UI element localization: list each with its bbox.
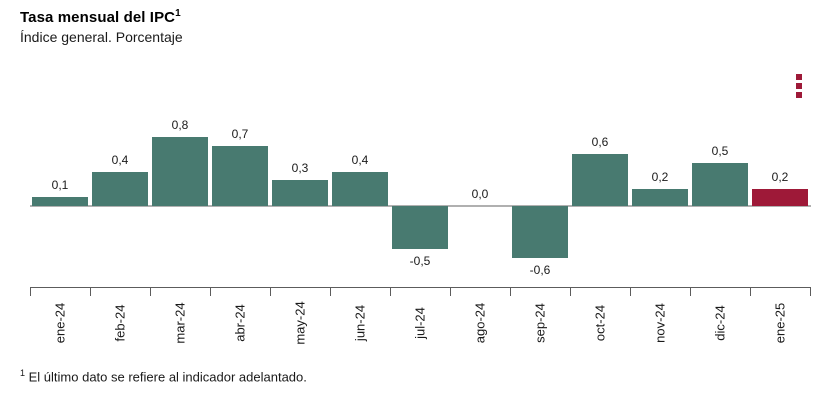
bar-mar-24[interactable] xyxy=(152,137,208,206)
axis-tick xyxy=(270,287,271,296)
value-label-mar-24: 0,8 xyxy=(171,118,189,132)
value-label-may-24: 0,3 xyxy=(291,161,309,175)
x-axis-label-ene-25: ene-25 xyxy=(772,302,788,344)
x-axis-label-jun-24: jun-24 xyxy=(352,304,368,342)
bar-dic-24[interactable] xyxy=(692,163,748,206)
x-axis-label-ene-24: ene-24 xyxy=(52,302,68,344)
bar-feb-24[interactable] xyxy=(92,172,148,206)
footnote: 1 El último dato se refiere al indicador… xyxy=(20,368,307,384)
x-axis-line xyxy=(30,287,811,288)
axis-tick xyxy=(390,287,391,296)
x-axis-label-sep-24: sep-24 xyxy=(532,303,548,343)
value-label-oct-24: 0,6 xyxy=(591,135,609,149)
x-axis-label-mar-24: mar-24 xyxy=(172,302,188,344)
axis-tick xyxy=(330,287,331,296)
value-label-jun-24: 0,4 xyxy=(351,153,369,167)
title-footnote-marker: 1 xyxy=(175,8,181,19)
kebab-dot xyxy=(796,74,802,80)
x-axis-label-feb-24: feb-24 xyxy=(112,304,128,342)
page-title-text: Tasa mensual del IPC xyxy=(20,9,176,26)
value-label-abr-24: 0,7 xyxy=(231,127,249,141)
axis-tick xyxy=(690,287,691,296)
chart-subtitle: Índice general. Porcentaje xyxy=(20,29,183,45)
value-label-feb-24: 0,4 xyxy=(111,153,129,167)
x-axis-label-nov-24: nov-24 xyxy=(652,303,668,343)
bar-oct-24[interactable] xyxy=(572,154,628,206)
axis-tick xyxy=(450,287,451,296)
axis-tick xyxy=(150,287,151,296)
bar-ene-25[interactable] xyxy=(752,189,808,206)
bar-abr-24[interactable] xyxy=(212,146,268,206)
bar-chart: 0,1 ene-24 0,4 feb-24 0,8 mar-24 0,7 abr-24 0,3 m… xyxy=(30,118,811,345)
value-label-ago-24: 0,0 xyxy=(471,187,489,201)
value-label-sep-24: -0,6 xyxy=(529,263,551,277)
value-label-dic-24: 0,5 xyxy=(711,144,729,158)
x-axis-label-may-24: may-24 xyxy=(292,301,308,345)
bar-sep-24[interactable] xyxy=(512,206,568,258)
footnote-marker: 1 xyxy=(20,368,26,378)
x-axis-label-jul-24: jul-24 xyxy=(412,307,428,339)
bar-nov-24[interactable] xyxy=(632,189,688,206)
x-axis-label-ago-24: ago-24 xyxy=(472,302,488,344)
footnote-text: El último dato se refiere al indicador a… xyxy=(28,369,307,385)
axis-tick xyxy=(810,287,811,296)
kebab-dot xyxy=(796,83,802,89)
axis-tick xyxy=(630,287,631,296)
value-label-ene-24: 0,1 xyxy=(51,178,69,192)
value-label-ene-25: 0,2 xyxy=(771,170,789,184)
bar-ene-24[interactable] xyxy=(32,197,88,206)
kebab-dot xyxy=(796,92,802,98)
bar-jul-24[interactable] xyxy=(392,206,448,249)
bar-jun-24[interactable] xyxy=(332,172,388,206)
x-axis-label-oct-24: oct-24 xyxy=(592,304,608,342)
bar-may-24[interactable] xyxy=(272,180,328,206)
value-label-jul-24: -0,5 xyxy=(409,254,431,268)
axis-tick xyxy=(510,287,511,296)
page-title: Tasa mensual del IPC1 xyxy=(20,8,181,26)
axis-tick xyxy=(30,287,31,296)
value-label-nov-24: 0,2 xyxy=(651,170,669,184)
axis-tick xyxy=(750,287,751,296)
kebab-menu-icon[interactable] xyxy=(792,72,806,100)
axis-tick xyxy=(210,287,211,296)
x-axis-label-dic-24: dic-24 xyxy=(712,305,728,341)
x-axis-label-abr-24: abr-24 xyxy=(232,304,248,342)
axis-tick xyxy=(570,287,571,296)
axis-tick xyxy=(90,287,91,296)
